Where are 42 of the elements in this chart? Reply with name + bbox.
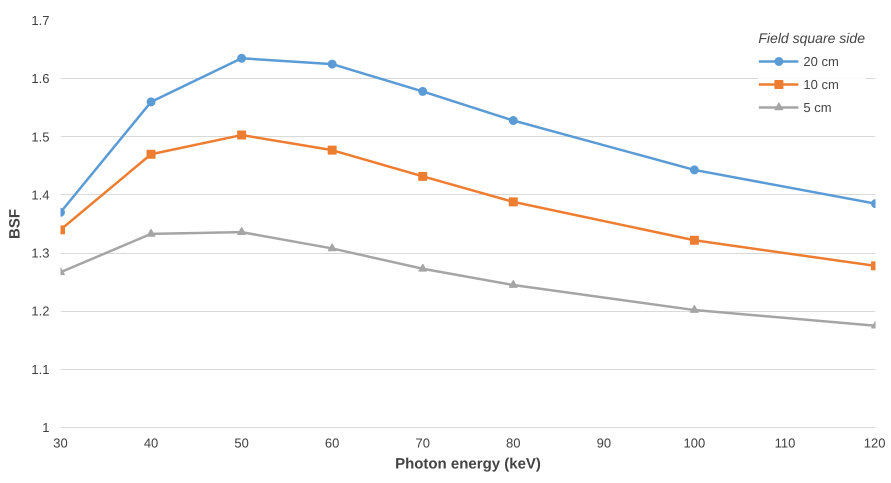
x-tick-label: 80 [506,436,521,450]
x-tick-label: 90 [596,436,612,450]
point [418,264,428,272]
point [146,97,156,106]
x-axis-title: Photon energy (keV) [395,456,541,472]
x-tick-label: 30 [53,436,68,450]
x-tick-label: 60 [324,436,340,450]
point [418,172,428,181]
point [690,165,699,174]
point [146,228,156,237]
point [418,86,428,96]
point [237,54,246,63]
y-tick-label: 1.5 [31,129,50,144]
point [508,116,518,125]
point [690,236,699,245]
point [146,150,156,159]
y-axis-title: BSF [6,209,24,239]
x-tick-label: 40 [144,436,158,450]
point [328,60,337,69]
point [690,304,699,313]
y-tick-label: 1 [42,420,50,435]
x-tick-label: 70 [415,436,430,450]
y-tick-label: 1.1 [31,362,50,377]
y-tick-label: 1.4 [31,187,50,202]
x-tick-label: 100 [684,436,706,450]
legend-label: 10 cm [803,76,839,92]
point [237,227,246,235]
point [508,280,518,288]
x-tick-label: 120 [864,436,886,450]
y-tick-label: 1.7 [31,13,50,28]
point [508,197,518,206]
point [328,243,337,252]
y-tick-label: 1.2 [31,304,50,319]
y-tick-label: 1.6 [31,71,50,86]
x-tick-label: 50 [234,436,249,450]
legend-label: 20 cm [803,54,839,68]
y-tick-label: 1.3 [31,246,50,261]
legend-title: Field square side [758,30,865,46]
legend-label: 5 cm [803,100,832,114]
x-tick-label: 110 [774,436,796,450]
point [237,130,246,140]
point [328,146,337,155]
